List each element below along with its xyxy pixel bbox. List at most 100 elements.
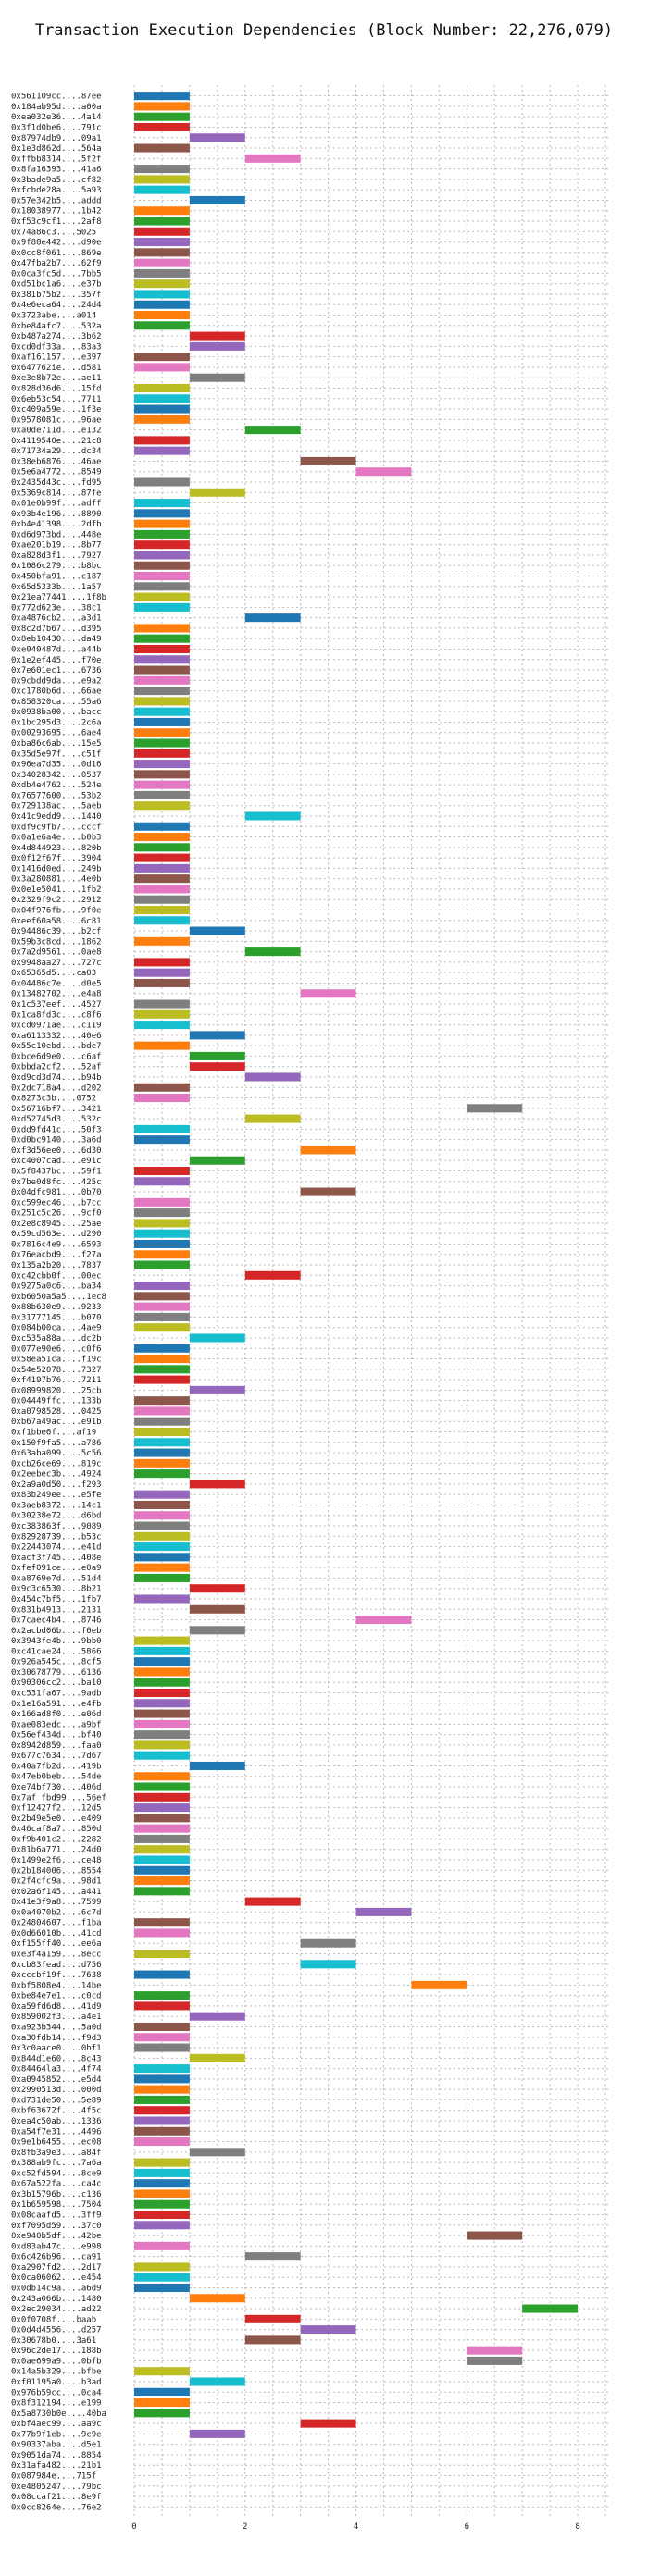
- bar: [134, 1282, 190, 1291]
- y-tick-label: 0xa0945852....e5d4: [11, 2075, 102, 2085]
- bar: [134, 415, 190, 424]
- y-tick-label: 0xbbda2cf2....52af: [11, 1063, 102, 1072]
- bar: [189, 1385, 245, 1394]
- bar: [134, 2074, 190, 2084]
- bar: [134, 1021, 190, 1030]
- bar: [300, 1938, 356, 1948]
- bar: [467, 1104, 523, 1113]
- bar: [134, 1991, 190, 2000]
- y-tick-label: 0x844d1e60....8c43: [11, 2054, 102, 2063]
- y-tick-label: 0x0ca06062....e454: [11, 2273, 102, 2283]
- bar: [134, 1135, 190, 1145]
- y-tick-label: 0xf12427f2....12d5: [11, 1804, 102, 1814]
- bar: [134, 1531, 190, 1541]
- y-tick-label: 0xdf9c9fb7....cccf: [11, 823, 102, 832]
- y-tick-label: 0x381b75b2....357f: [11, 291, 102, 300]
- y-tick-label: 0xd51bc1a6....e37b: [11, 280, 102, 290]
- y-tick-label: 0x388ab9fc....7a6a: [11, 2159, 102, 2168]
- y-tick-label: 0xdb4e4762....524e: [11, 781, 102, 790]
- y-tick-label: 0x3bade9a5....cf82: [11, 176, 102, 185]
- y-tick-label: 0xf9b401c2....2282: [11, 1835, 102, 1844]
- y-tick-label: 0xd731de50....5e89: [11, 2096, 102, 2105]
- y-tick-label: 0x0f12f67f....3904: [11, 854, 102, 863]
- y-tick-label: 0x0d4d4556....d257: [11, 2326, 102, 2335]
- y-tick-label: 0x01e0b99f....adff: [11, 500, 102, 509]
- y-tick-label: 0xdd9fd41c....50f3: [11, 1125, 102, 1134]
- y-tick-label: 0x1e2ef445....f70e: [11, 656, 102, 665]
- bar: [189, 1626, 245, 1635]
- bar: [134, 2283, 190, 2292]
- x-tick-label: 4: [354, 2522, 358, 2532]
- bar: [134, 1177, 190, 1186]
- y-tick-label: 0xf1bbe6f....af19: [11, 1429, 96, 1438]
- y-tick-label: 0x38eb6876....46ae: [11, 457, 102, 466]
- y-tick-label: 0x9cbdd9da....e9a2: [11, 676, 102, 686]
- y-tick-label: 0x2b184006....8554: [11, 1866, 102, 1876]
- y-tick-label: 0x5f8437bc....59f1: [11, 1167, 102, 1176]
- bar: [134, 1427, 190, 1437]
- bar: [189, 373, 245, 382]
- bar: [134, 2158, 190, 2167]
- y-tick-label: 0x6c426b96....ca91: [11, 2253, 102, 2262]
- bar: [134, 2367, 190, 2376]
- y-tick-label: 0xd9cd3d74....b94b: [11, 1073, 102, 1083]
- y-tick-label: 0x077e90e6....c0f6: [11, 1344, 102, 1354]
- bar: [134, 92, 190, 101]
- y-tick-label: 0x59b3c8cd....1862: [11, 937, 102, 947]
- bar: [300, 989, 356, 998]
- y-tick-label: 0x2e8c8945....25ae: [11, 1220, 102, 1229]
- y-tick-label: 0xcd0971ae....c119: [11, 1022, 102, 1031]
- bar: [134, 1636, 190, 1645]
- y-tick-label: 0xc42cbb0f....00ec: [11, 1271, 102, 1281]
- y-tick-label: 0x831b4913....2131: [11, 1605, 102, 1615]
- y-tick-label: 0x30678779....6136: [11, 1668, 102, 1678]
- bar: [134, 1824, 190, 1833]
- bar: [411, 1980, 467, 1989]
- y-tick-label: 0x828d36d6....15fd: [11, 384, 102, 393]
- bar: [134, 1970, 190, 1979]
- y-tick-label: 0xf155ff40....ee6a: [11, 1939, 102, 1949]
- y-tick-label: 0x8eb10430....da49: [11, 635, 102, 644]
- y-tick-label: 0xc383863f....9089: [11, 1522, 102, 1531]
- bar: [134, 978, 190, 987]
- y-tick-label: 0x3943fe4b....9bb0: [11, 1637, 102, 1646]
- bar: [134, 2022, 190, 2031]
- y-tick-label: 0x772d623e....38c1: [11, 603, 102, 613]
- y-tick-label: 0xcccbf19f....7638: [11, 1971, 102, 1980]
- bar: [300, 2325, 356, 2334]
- y-tick-label: 0x3aeb8372....14c1: [11, 1501, 102, 1510]
- y-tick-label: 0xb4e41398....2dfb: [11, 520, 102, 529]
- bar: [134, 1041, 190, 1050]
- bar: [134, 1302, 190, 1311]
- bar: [189, 2053, 245, 2062]
- y-tick-label: 0x8273c3b....0752: [11, 1095, 96, 1104]
- y-tick-label: 0x8942d859....faa0: [11, 1741, 102, 1751]
- x-tick-label: 6: [465, 2522, 469, 2532]
- y-tick-label: 0x1499e2f6....ce48: [11, 1856, 102, 1865]
- y-tick-label: 0x21ea77441....1f8b: [11, 593, 106, 602]
- bar: [134, 707, 190, 716]
- y-tick-label: 0x084b00ca....4ae9: [11, 1324, 102, 1333]
- y-tick-label: 0x976b59cc....0ca4: [11, 2388, 102, 2397]
- x-tick-label: 0: [131, 2522, 136, 2532]
- y-tick-label: 0xaf161157....e397: [11, 353, 102, 363]
- y-tick-label: 0xa59fd6d8....41d9: [11, 2002, 102, 2012]
- bar: [134, 248, 190, 257]
- y-tick-label: 0x7af fbd99....56ef: [11, 1793, 106, 1802]
- y-tick-label: 0x90306cc2....ba10: [11, 1678, 102, 1688]
- bar: [189, 2012, 245, 2021]
- bar: [134, 1312, 190, 1321]
- bar: [134, 2398, 190, 2408]
- y-tick-label: 0x561109cc....87ee: [11, 93, 102, 102]
- y-tick-label: 0xc535a88a....dc2b: [11, 1334, 102, 1344]
- bar: [134, 2095, 190, 2104]
- bar: [189, 1031, 245, 1040]
- bar: [522, 2304, 579, 2313]
- bar: [300, 2419, 356, 2428]
- y-tick-label: 0x67a522fa....ca4c: [11, 2180, 102, 2189]
- bar: [134, 279, 190, 289]
- y-tick-label: 0x7e601ec1....6736: [11, 666, 102, 675]
- y-tick-label: 0x56716bf7....3421: [11, 1105, 102, 1114]
- bar: [134, 175, 190, 184]
- y-tick-label: 0x9578081c....96ae: [11, 415, 102, 425]
